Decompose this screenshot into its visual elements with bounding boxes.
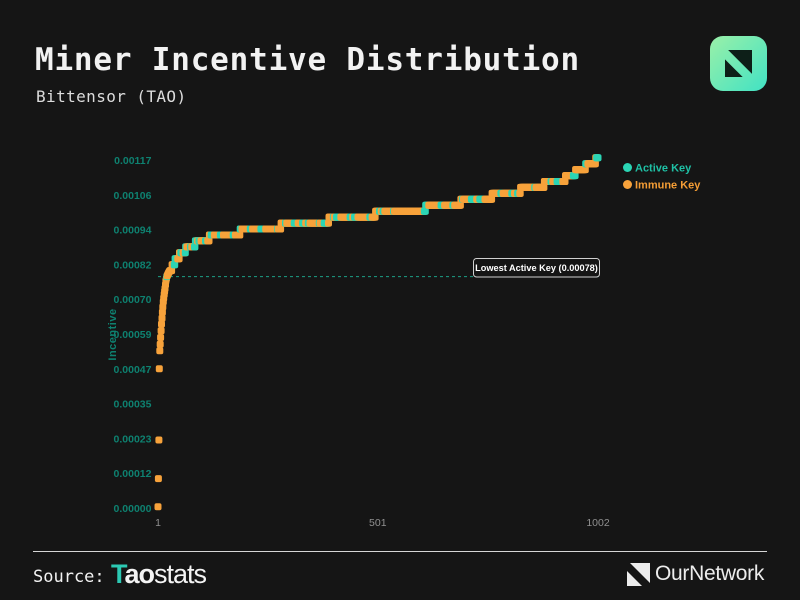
taostats-ao: ao: [124, 559, 155, 589]
immune-key-point: [591, 160, 599, 168]
immune-key-point: [581, 166, 589, 174]
ournetwork-mark-icon: [725, 50, 752, 77]
annotation-label: Lowest Active Key (0.00078): [475, 263, 598, 273]
y-tick: 0.00012: [114, 468, 152, 480]
page-title: Miner Incentive Distribution: [35, 42, 580, 78]
y-axis-title: Incentive: [107, 308, 119, 360]
taostats-t: T: [111, 559, 125, 589]
ournetwork-footer-logo: OurNetwork: [627, 562, 764, 586]
y-tick: 0.00070: [114, 294, 152, 306]
immune-key-point: [155, 436, 163, 444]
x-tick: 501: [369, 517, 387, 529]
immune-key-point: [371, 213, 379, 221]
immune-key-point: [277, 225, 285, 233]
ournetwork-logo-badge: [710, 36, 767, 91]
y-tick: 0.00082: [114, 260, 152, 272]
active-key-point: [171, 261, 179, 269]
footer-divider: [33, 551, 767, 552]
active-key-point: [571, 172, 579, 180]
immune-key-point: [157, 327, 165, 335]
taostats-stats: stats: [154, 559, 207, 589]
active-key-marker-icon: [623, 163, 632, 172]
ournetwork-mark-icon: [627, 562, 650, 586]
annotation-box: [473, 258, 600, 278]
immune-key-point: [158, 314, 166, 322]
legend-label-active: Active Key: [635, 163, 692, 175]
y-tick: 0.00059: [114, 329, 152, 341]
lowest-active-key-annotation: Lowest Active Key (0.00078): [473, 258, 600, 278]
x-tick: 1: [155, 517, 161, 529]
immune-key-point: [488, 195, 496, 203]
immune-key-point: [154, 475, 162, 483]
legend-item-active-key[interactable]: Active Key: [623, 163, 692, 175]
immune-key-point: [456, 201, 464, 209]
chart-legend: Active Key Immune Key: [623, 163, 701, 192]
immune-key-point: [325, 219, 332, 227]
y-tick: 0.00047: [114, 364, 152, 376]
immune-key-point: [157, 334, 165, 341]
immune-key-marker-icon: [623, 180, 632, 189]
immune-key-point: [175, 255, 183, 263]
scatter-points-layer: [154, 154, 602, 511]
active-key-point: [421, 207, 429, 215]
y-axis-tick-labels: 0.00117 0.00106 0.00094 0.00082 0.00070 …: [114, 155, 152, 515]
y-tick: 0.00094: [114, 225, 152, 237]
immune-key-point: [156, 347, 164, 355]
source-label: Source:: [33, 567, 105, 587]
immune-key-point: [158, 320, 165, 328]
immune-key-point: [205, 237, 213, 245]
immune-key-point: [540, 183, 548, 191]
immune-key-point: [155, 365, 163, 373]
y-tick: 0.00117: [114, 155, 152, 167]
immune-key-point: [561, 178, 569, 185]
x-axis-tick-labels: 1 501 1002: [155, 517, 610, 529]
y-tick: 0.00000: [114, 503, 152, 515]
immune-key-point: [516, 189, 524, 197]
page-subtitle: Bittensor (TAO): [36, 87, 187, 106]
active-key-point: [594, 154, 602, 162]
immune-key-point: [168, 267, 176, 275]
legend-item-immune-key[interactable]: Immune Key: [623, 180, 701, 192]
incentive-scatter-chart: Incentive 0.00117 0.00106 0.00094 0.0008…: [107, 154, 701, 529]
y-tick: 0.00035: [114, 399, 152, 411]
active-key-point: [191, 243, 199, 251]
x-tick: 1002: [586, 517, 610, 529]
active-key-point: [181, 249, 189, 257]
immune-key-point: [154, 503, 162, 511]
legend-label-immune: Immune Key: [635, 180, 701, 192]
immune-key-point: [236, 231, 244, 239]
ournetwork-wordmark: OurNetwork: [655, 562, 765, 585]
y-tick: 0.00023: [114, 433, 152, 445]
y-tick: 0.00106: [114, 190, 152, 202]
taostats-logo: Taostats: [111, 559, 207, 590]
immune-key-point: [156, 340, 164, 348]
